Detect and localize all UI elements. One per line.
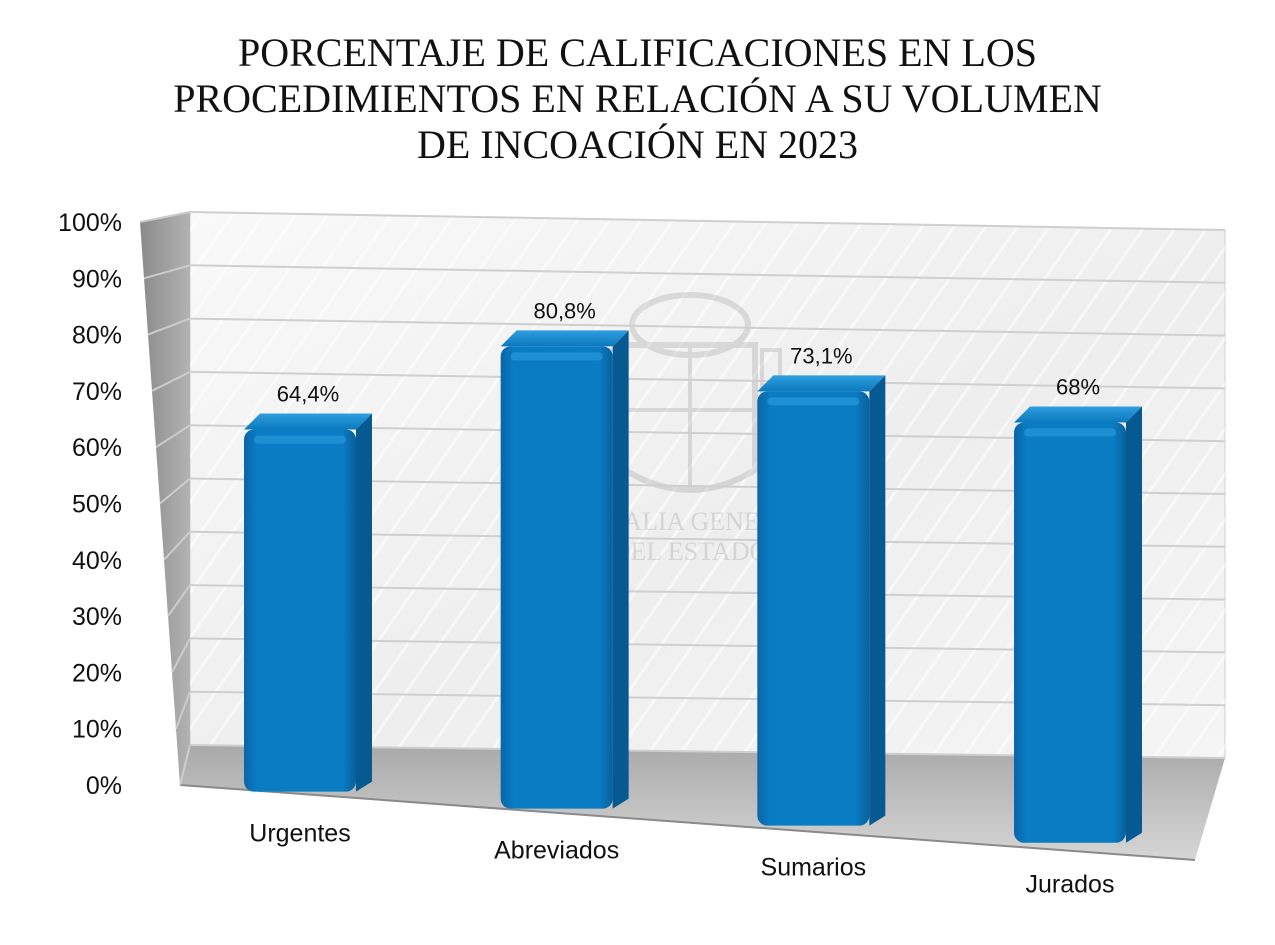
bar-top bbox=[1014, 406, 1142, 423]
bar-side bbox=[869, 375, 886, 826]
category-label-jurados: Jurados bbox=[1026, 871, 1115, 899]
y-tick-label: 80% bbox=[72, 322, 122, 350]
y-tick-label: 30% bbox=[72, 603, 122, 631]
bar-highlight bbox=[767, 397, 860, 406]
category-label-abreviados: Abreviados bbox=[494, 837, 619, 865]
bar-highlight bbox=[510, 352, 603, 361]
category-label-sumarios: Sumarios bbox=[761, 854, 867, 882]
y-tick-label: 50% bbox=[72, 491, 122, 519]
bar-highlight bbox=[1024, 428, 1116, 437]
bar-side bbox=[1126, 406, 1142, 843]
data-label-sumarios: 73,1% bbox=[790, 343, 852, 368]
data-label-jurados: 68% bbox=[1056, 375, 1100, 400]
chart-data-labels: 64,4% 80,8% 73,1% 68% bbox=[277, 298, 1100, 406]
bar-side bbox=[612, 330, 629, 809]
bar-urgentes bbox=[244, 413, 372, 792]
side-gridline bbox=[179, 744, 191, 786]
side-gridline bbox=[175, 691, 191, 730]
y-tick-label: 20% bbox=[72, 659, 122, 687]
side-gridline bbox=[143, 264, 191, 280]
bar-side bbox=[356, 413, 372, 792]
chart-title-line-2: PROCEDIMIENTOS EN RELACIÓN A SU VOLUMEN bbox=[173, 76, 1102, 121]
bar-highlight bbox=[254, 435, 346, 444]
gridline bbox=[189, 264, 1226, 284]
bar-top bbox=[500, 330, 629, 347]
bar-top bbox=[757, 375, 886, 392]
side-gridline bbox=[147, 317, 191, 336]
side-gridline bbox=[155, 424, 191, 449]
side-gridline bbox=[167, 584, 191, 617]
gridline bbox=[189, 211, 1226, 231]
side-gridline bbox=[163, 531, 191, 561]
gridline bbox=[189, 317, 1226, 337]
data-label-abreviados: 80,8% bbox=[533, 298, 595, 323]
bar-jurados bbox=[1014, 406, 1142, 843]
x-axis-line bbox=[179, 784, 1196, 861]
y-tick-label: 100% bbox=[58, 209, 122, 237]
bar-abreviados bbox=[500, 330, 629, 809]
y-tick-label: 60% bbox=[72, 434, 122, 462]
chart-title-line-3: DE INCOACIÓN EN 2023 bbox=[416, 122, 859, 167]
y-tick-label: 40% bbox=[72, 547, 122, 575]
side-gridline bbox=[171, 637, 191, 673]
bar-front bbox=[1014, 422, 1126, 843]
y-tick-label: 70% bbox=[72, 378, 122, 406]
category-label-urgentes: Urgentes bbox=[249, 820, 350, 848]
chart-title-line-1: PORCENTAJE DE CALIFICACIONES EN LOS bbox=[237, 30, 1038, 75]
back-wall-texture bbox=[190, 212, 1225, 758]
gridline bbox=[189, 370, 1226, 390]
data-label-urgentes: 64,4% bbox=[277, 381, 339, 406]
chart-floor bbox=[180, 745, 1225, 860]
y-tick-label: 0% bbox=[86, 772, 122, 800]
bar-front bbox=[244, 429, 356, 792]
side-gridline bbox=[151, 371, 191, 392]
side-gridline bbox=[159, 477, 191, 505]
y-tick-label: 10% bbox=[72, 716, 122, 744]
x-axis-categories: Urgentes Abreviados Sumarios Jurados bbox=[249, 820, 1114, 899]
y-axis-ticks: 0% 10% 20% 30% 40% 50% 60% 70% 80% 90% 100% bbox=[58, 209, 122, 800]
watermark-text-2: DEL ESTADO bbox=[612, 537, 769, 566]
bar-front bbox=[757, 391, 870, 826]
bar-top bbox=[244, 413, 372, 430]
side-gridline bbox=[139, 211, 191, 223]
y-tick-label: 90% bbox=[72, 265, 122, 293]
bar-front bbox=[500, 346, 613, 809]
chart-bars bbox=[244, 330, 1142, 843]
chart-title: PORCENTAJE DE CALIFICACIONES EN LOS PROC… bbox=[0, 30, 1275, 168]
bar-sumarios bbox=[757, 375, 886, 826]
